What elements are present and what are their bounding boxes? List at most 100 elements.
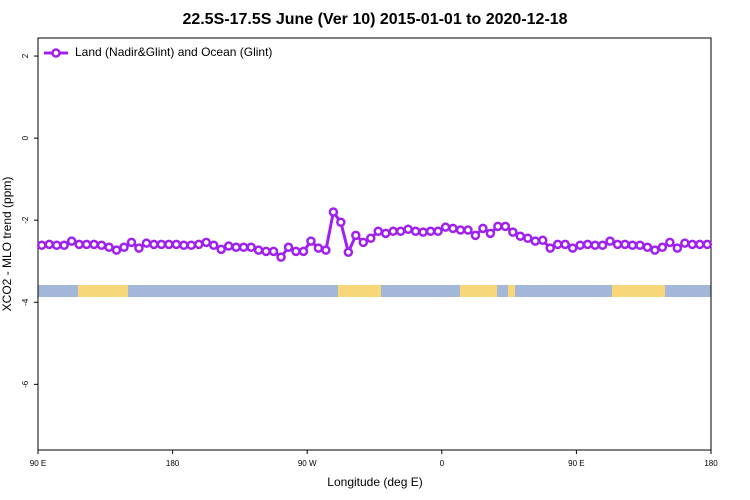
point — [650, 245, 660, 255]
point — [201, 237, 211, 248]
y-tick-label: -4 — [21, 298, 30, 306]
point — [59, 240, 69, 250]
point — [253, 245, 264, 255]
point — [298, 246, 309, 257]
point — [620, 239, 630, 250]
point — [485, 228, 496, 239]
point — [238, 242, 249, 253]
point — [351, 230, 361, 241]
point — [373, 226, 383, 237]
point — [306, 236, 316, 246]
point — [418, 227, 428, 237]
point — [612, 239, 623, 250]
point — [321, 245, 331, 255]
point — [336, 217, 346, 228]
point — [89, 239, 99, 250]
point — [433, 226, 443, 237]
point — [560, 239, 570, 250]
point — [657, 242, 668, 253]
point — [403, 224, 413, 234]
point — [246, 242, 256, 253]
point — [552, 239, 563, 250]
point — [276, 252, 286, 262]
point — [171, 239, 182, 250]
point — [680, 238, 690, 248]
chart-title: 22.5S-17.5S June (Ver 10) 2015-01-01 to … — [182, 11, 567, 28]
point — [530, 236, 541, 246]
x-tick-label: 90 W — [298, 459, 317, 468]
point — [194, 239, 204, 250]
point — [380, 228, 391, 239]
point — [702, 239, 713, 250]
point — [366, 233, 376, 244]
y-tick-label: -2 — [21, 216, 30, 224]
point — [231, 242, 241, 253]
point — [66, 236, 77, 246]
point — [291, 246, 301, 257]
land-strip — [338, 285, 381, 297]
point — [470, 230, 481, 241]
point — [493, 221, 503, 232]
point — [261, 246, 271, 257]
point — [186, 240, 197, 250]
point — [425, 226, 436, 237]
point — [343, 247, 354, 257]
point — [627, 240, 638, 250]
point — [590, 240, 600, 250]
point — [410, 226, 421, 237]
point — [605, 236, 615, 246]
point — [208, 240, 219, 250]
x-tick-label: 180 — [166, 459, 180, 468]
y-tick-label: -6 — [21, 380, 30, 388]
x-tick-label: 180 — [704, 459, 718, 468]
x-tick-label: 0 — [440, 459, 445, 468]
y-tick-label: 2 — [21, 53, 30, 58]
point — [126, 237, 137, 248]
point — [455, 225, 466, 235]
point — [575, 240, 585, 250]
point — [665, 237, 675, 248]
point — [119, 242, 129, 253]
point — [440, 222, 451, 232]
point — [141, 238, 152, 248]
point — [81, 239, 92, 250]
point — [478, 223, 488, 234]
point — [96, 240, 107, 250]
point — [597, 240, 608, 250]
point — [104, 242, 114, 253]
point — [223, 241, 234, 251]
point — [51, 240, 62, 250]
point — [283, 242, 294, 253]
land-ocean-mask — [38, 285, 711, 297]
point — [164, 239, 174, 250]
x-axis-label: Longitude (deg E) — [327, 475, 422, 489]
x-tick-label: 90 E — [568, 459, 584, 468]
point — [36, 240, 47, 250]
point — [44, 239, 54, 250]
point — [582, 239, 593, 250]
point — [500, 221, 511, 232]
land-strip — [460, 285, 497, 297]
point — [388, 226, 398, 237]
point — [642, 242, 653, 253]
point — [463, 225, 473, 235]
point — [216, 244, 226, 255]
point — [328, 207, 339, 217]
point — [156, 239, 167, 250]
point — [111, 245, 122, 255]
point — [538, 235, 548, 246]
land-strip — [612, 285, 665, 297]
point — [358, 237, 369, 248]
point — [74, 239, 84, 250]
point — [515, 231, 526, 241]
point — [179, 240, 189, 250]
point — [695, 239, 705, 250]
point — [523, 233, 533, 244]
point — [687, 239, 698, 250]
y-axis-label: XCO2 - MLO trend (ppm) — [0, 177, 14, 312]
point — [672, 243, 683, 253]
y-tick-label: 0 — [21, 135, 30, 140]
point — [635, 240, 645, 250]
